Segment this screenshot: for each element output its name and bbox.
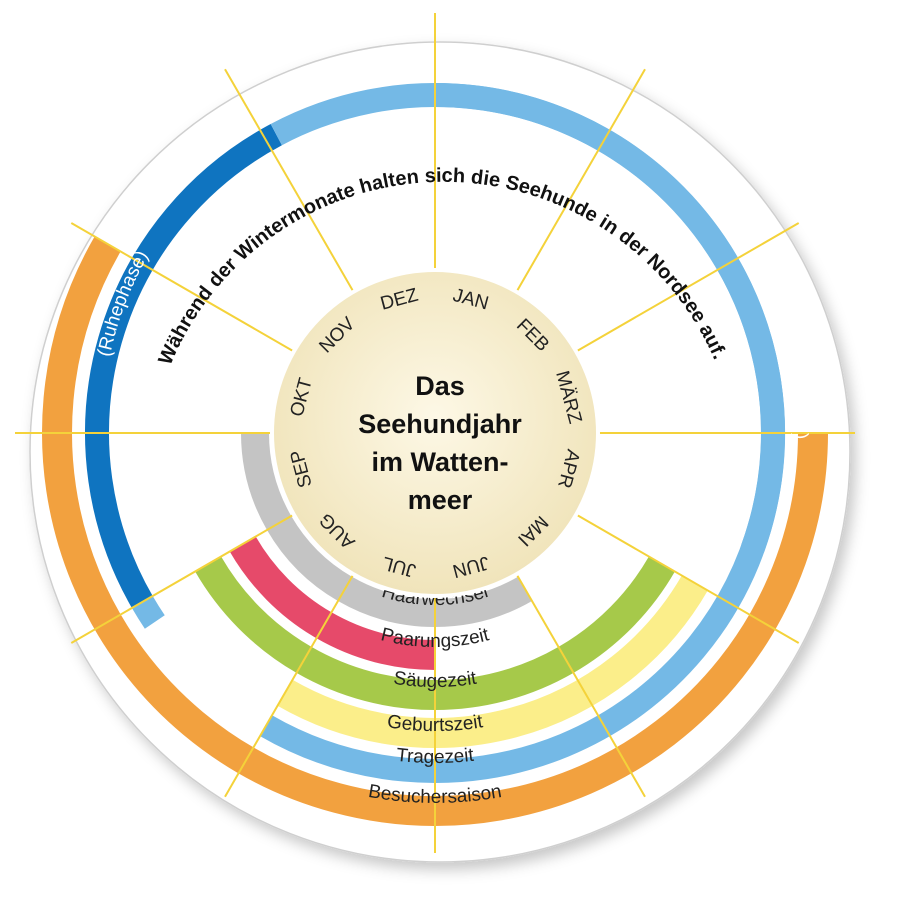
saeugezeit-label: Säugezeit (392, 668, 478, 692)
geburtszeit-arc (277, 575, 708, 748)
center-disc (270, 268, 600, 598)
month-divider (70, 222, 306, 359)
month-divider (70, 507, 306, 644)
month-divider (509, 562, 646, 798)
rest-phase-arc (85, 124, 282, 608)
tragezeit-label: Tragezeit (395, 745, 475, 768)
title-line-2: Seehundjahr (358, 409, 522, 439)
month-divider (564, 507, 800, 644)
month-divider (224, 68, 361, 304)
month-divider (509, 68, 646, 304)
title-line-3: im Watten- (371, 447, 509, 477)
development-phase-arc-tail (131, 595, 165, 629)
geburtszeit-label: Geburtszeit (386, 711, 485, 736)
phase-and-season-arcs (42, 83, 828, 826)
month-dividers (15, 13, 855, 853)
month-divider (224, 562, 361, 798)
title-line-4: meer (407, 485, 473, 515)
tragezeit-arc (260, 83, 785, 783)
besuchersaison-arc (42, 236, 828, 826)
title-line-1: Das (415, 371, 465, 401)
center-title: Das Seehundjahr im Watten- meer (330, 348, 550, 538)
month-divider (564, 222, 800, 359)
